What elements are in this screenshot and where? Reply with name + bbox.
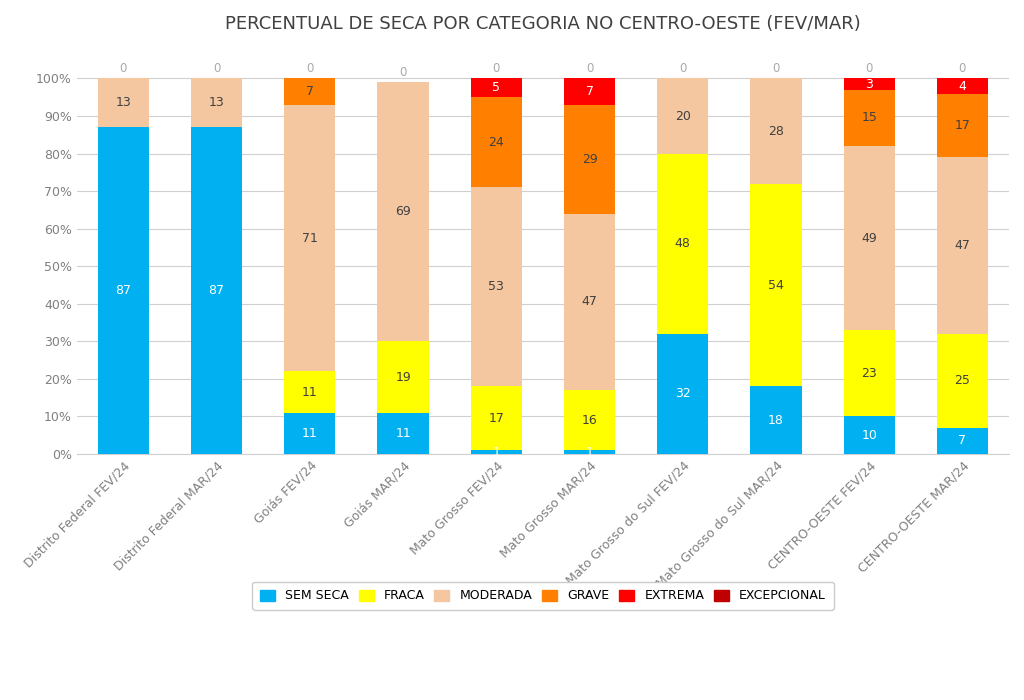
Legend: SEM SECA, FRACA, MODERADA, GRAVE, EXTREMA, EXCEPCIONAL: SEM SECA, FRACA, MODERADA, GRAVE, EXTREM…: [252, 582, 834, 610]
Bar: [285, 105, 336, 372]
Text: 16: 16: [582, 414, 597, 427]
Text: 0: 0: [120, 62, 127, 76]
Text: 7: 7: [306, 85, 313, 98]
Bar: [285, 372, 336, 413]
Bar: [378, 413, 429, 454]
Bar: [844, 78, 895, 90]
Title: PERCENTUAL DE SECA POR CATEGORIA NO CENTRO-OESTE (FEV/MAR): PERCENTUAL DE SECA POR CATEGORIA NO CENT…: [225, 15, 861, 33]
Bar: [751, 78, 802, 183]
Text: 54: 54: [768, 279, 784, 291]
Bar: [937, 78, 988, 94]
Text: 87: 87: [209, 284, 224, 298]
Text: 69: 69: [395, 205, 411, 218]
Bar: [564, 390, 615, 450]
Bar: [937, 428, 988, 454]
Text: 49: 49: [861, 232, 877, 244]
Bar: [471, 97, 522, 188]
Bar: [471, 78, 522, 97]
Bar: [285, 78, 336, 105]
Bar: [191, 127, 243, 454]
Text: 20: 20: [675, 109, 690, 122]
Text: 19: 19: [395, 370, 411, 384]
Bar: [97, 127, 150, 454]
Text: 11: 11: [395, 427, 411, 440]
Text: 13: 13: [116, 97, 131, 109]
Text: 0: 0: [679, 62, 686, 76]
Text: 3: 3: [865, 78, 873, 90]
Bar: [937, 158, 988, 334]
Text: 11: 11: [302, 427, 317, 440]
Text: 28: 28: [768, 125, 784, 138]
Text: 4: 4: [958, 80, 967, 92]
Bar: [657, 153, 709, 334]
Text: 71: 71: [302, 232, 317, 244]
Bar: [564, 78, 615, 105]
Text: 87: 87: [116, 284, 131, 298]
Bar: [564, 214, 615, 390]
Text: 23: 23: [861, 367, 877, 380]
Text: 13: 13: [209, 97, 224, 109]
Bar: [844, 146, 895, 330]
Text: 48: 48: [675, 237, 690, 250]
Bar: [751, 183, 802, 386]
Text: 17: 17: [954, 119, 971, 132]
Text: 32: 32: [675, 388, 690, 400]
Text: 25: 25: [954, 374, 971, 387]
Bar: [751, 386, 802, 454]
Bar: [378, 342, 429, 413]
Bar: [191, 78, 243, 127]
Text: 1: 1: [493, 446, 500, 459]
Text: 15: 15: [861, 111, 878, 125]
Bar: [97, 78, 150, 127]
Bar: [937, 94, 988, 158]
Text: 17: 17: [488, 412, 504, 425]
Text: 18: 18: [768, 414, 784, 427]
Text: 53: 53: [488, 281, 504, 293]
Text: 24: 24: [488, 136, 504, 149]
Bar: [564, 450, 615, 454]
Text: 47: 47: [582, 295, 597, 309]
Text: 11: 11: [302, 386, 317, 398]
Text: 0: 0: [865, 62, 872, 76]
Text: 7: 7: [586, 85, 594, 98]
Bar: [657, 334, 709, 454]
Text: 7: 7: [958, 435, 967, 447]
Text: 0: 0: [958, 62, 966, 76]
Text: 29: 29: [582, 153, 597, 166]
Text: 5: 5: [493, 81, 501, 94]
Text: 0: 0: [772, 62, 779, 76]
Text: 0: 0: [399, 66, 407, 79]
Bar: [378, 82, 429, 342]
Bar: [844, 416, 895, 454]
Bar: [471, 188, 522, 386]
Bar: [471, 450, 522, 454]
Bar: [471, 386, 522, 450]
Bar: [844, 330, 895, 416]
Bar: [657, 78, 709, 153]
Text: 47: 47: [954, 239, 971, 252]
Bar: [285, 413, 336, 454]
Text: 10: 10: [861, 429, 878, 442]
Text: 0: 0: [306, 62, 313, 76]
Bar: [844, 90, 895, 146]
Text: 0: 0: [493, 62, 500, 76]
Text: 0: 0: [586, 62, 593, 76]
Bar: [937, 334, 988, 428]
Text: 0: 0: [213, 62, 220, 76]
Bar: [564, 105, 615, 214]
Text: 1: 1: [586, 446, 594, 459]
